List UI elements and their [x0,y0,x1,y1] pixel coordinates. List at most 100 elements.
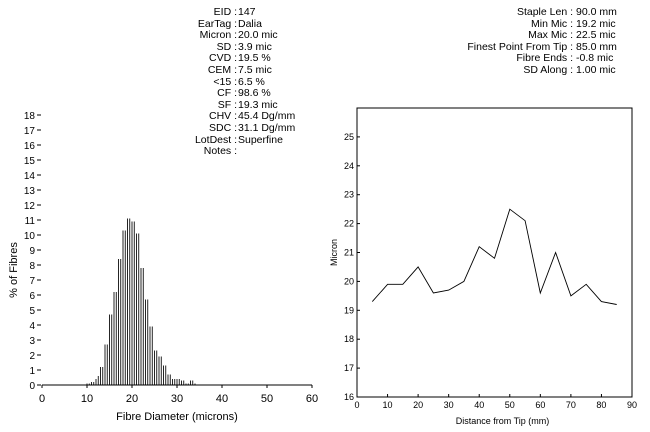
y-tick-label: 13 [24,186,36,197]
profile-stat-row: Max Mic :22.5 mic [0,30,650,42]
histogram-bar [118,259,119,385]
y-tick-label: 14 [24,171,36,182]
stat-value: Dalia [238,17,262,30]
histogram-bar [194,383,196,385]
profile-stat-label: Fibre Ends : [516,52,573,65]
y-tick-label: 5 [29,306,35,317]
histogram-bar [156,350,158,385]
stat-row: CF :98.6 % [0,88,650,100]
histogram-bar [190,380,191,385]
profile-stat-label: SD Along : [523,63,573,76]
histogram-bar [102,367,104,385]
profile-stat-row: Min Mic :19.2 mic [0,17,650,31]
stat-row: LotDest : Superfine [0,133,650,147]
stat-row: Notes : [0,146,650,158]
histogram-bar [93,382,95,385]
stat-label: SDC : [208,121,237,134]
y-tick-label: 15 [24,156,36,167]
profile-stat-row: Finest Point From Tip :85.0 mm [0,40,650,54]
stat-row: CVD :19.5 % [0,53,650,65]
y-tick-label: 21 [344,248,354,258]
stat-value: 19.3 mic [238,98,278,111]
y-tick-label: 2 [29,351,35,362]
profile-frame [356,107,633,398]
y-tick-label: 24 [344,161,354,171]
y-tick-label: 11 [25,216,36,227]
histogram-bar [140,268,142,385]
x-tick-label: 30 [171,393,183,405]
stat-label: Micron : [199,29,237,42]
hist-x-label: Fibre Diameter (microns) [116,411,238,423]
x-tick-label: 60 [535,400,545,410]
y-tick-label: 22 [344,219,354,229]
histogram-bar [113,292,115,385]
histogram-bar [129,218,131,385]
histogram-bar [131,221,133,385]
profile-stat-row: Fibre Ends : -0.8 mic [0,53,650,65]
stat-row: Micron :20.0 mic [0,30,650,42]
x-tick-label: 0 [354,400,359,410]
sample-stats-right: Staple Len :90.0 mm Min Mic :19.2 mic Max … [0,6,650,77]
y-tick-label: 0 [29,381,35,392]
histogram-bar [122,230,124,385]
histogram-bar [187,383,189,385]
stat-label: LotDest : [194,133,237,146]
stat-label: EID : [213,6,237,18]
x-tick-label: 50 [261,393,273,405]
stat-row: SD :3.9 mic [0,40,650,54]
stat-row: SDC :31.1 Dg/mm [0,121,650,135]
x-tick-label: 20 [413,400,423,410]
histogram-bar [120,259,122,385]
hist-y-label: % of Fibres [8,242,20,298]
histogram-bar [158,356,160,385]
profile-stat-row: SD Along :1.00 mic [0,63,650,77]
stat-value: 147 [238,6,256,18]
y-tick-label: 7 [29,276,35,287]
histogram-bar [185,383,187,385]
y-tick-label: 19 [344,305,354,315]
micron-profile-line [371,208,617,305]
histogram-bar [106,344,108,385]
stat-label: CVD : [208,52,237,65]
profile-stat-value: 1.00 mic [576,63,616,76]
histogram-bar [124,230,126,385]
profile-stat-value: 85.0 mm [576,40,617,53]
histogram-bar [91,382,92,385]
profile-stat-label: Min Mic : [531,17,573,30]
histogram-bar [136,233,137,385]
stat-value: 3.9 mic [238,40,272,53]
histogram-bar [192,380,194,385]
stat-value: 6.5 % [238,75,265,88]
y-tick-label: 8 [29,261,35,272]
profile-stat-label: Staple Len : [516,6,573,18]
stat-row: <15 :6.5 % [0,75,650,89]
histogram-bar [172,379,173,385]
histogram-bar [181,380,182,385]
stat-label: CEM : [207,63,237,76]
y-tick-label: 17 [24,126,36,137]
x-tick-label: 30 [444,400,454,410]
profile-x-label: Distance from Tip (mm) [456,416,550,426]
y-tick-label: 23 [344,190,354,200]
histogram-bar [138,233,140,385]
stat-value: 98.6 % [238,87,271,100]
x-tick-label: 50 [505,400,515,410]
x-tick-label: 10 [383,400,393,410]
histogram-bar [176,379,178,385]
stat-value: Superfine [238,133,283,146]
x-tick-label: 80 [596,400,606,410]
histogram-bar [88,383,90,385]
histogram-bar [183,380,185,385]
histogram-bar [174,379,176,385]
x-tick-label: 10 [81,393,93,405]
histogram-bar [111,314,113,385]
stat-label: Notes : [203,145,237,158]
y-tick-label: 16 [344,392,354,402]
histogram-bar [133,221,135,385]
stat-value: 7.5 mic [238,63,272,76]
stat-row: EarTag : Dalia [0,17,650,31]
y-tick-label: 10 [24,231,36,242]
y-tick-label: 18 [24,111,36,122]
